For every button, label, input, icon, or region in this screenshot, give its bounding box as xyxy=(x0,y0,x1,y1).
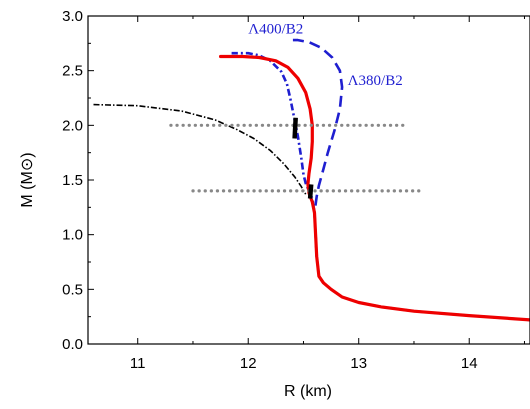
y-axis-label: M (M⊙) xyxy=(19,152,36,207)
curve-annotation: Λ380/B2 xyxy=(348,73,403,89)
series-black-thick-6 xyxy=(292,117,298,139)
x-tick-label: 14 xyxy=(461,355,478,372)
y-tick-label: 2.5 xyxy=(62,63,83,80)
ticks xyxy=(88,15,525,345)
x-axis-label: R (km) xyxy=(284,383,332,400)
tick-labels: 11 12 13 14 0.0 0.5 1.0 1.5 2.0 2.5 3.0 xyxy=(62,8,477,372)
annotations: Λ400/B2 Λ380/B2 xyxy=(248,21,403,88)
y-tick-label: 2.0 xyxy=(62,117,83,134)
series-black-dash-dot-3 xyxy=(93,103,307,195)
series-blue-dash-1 xyxy=(290,38,344,257)
x-tick-label: 11 xyxy=(130,355,146,372)
series-red-solid-2 xyxy=(219,54,530,322)
x-tick-label: 13 xyxy=(350,355,367,372)
series-black-thick-7 xyxy=(307,184,314,199)
curve-annotation: Λ400/B2 xyxy=(248,21,303,37)
y-tick-label: 1.5 xyxy=(62,172,83,189)
y-tick-label: 0.5 xyxy=(62,281,83,298)
y-tick-label: 0.0 xyxy=(62,336,83,353)
y-tick-label: 3.0 xyxy=(62,8,83,25)
curve-layer xyxy=(93,38,530,322)
series-blue-dash-dot-0 xyxy=(231,51,530,322)
y-tick-label: 1.0 xyxy=(62,227,83,244)
x-tick-label: 12 xyxy=(240,355,257,372)
